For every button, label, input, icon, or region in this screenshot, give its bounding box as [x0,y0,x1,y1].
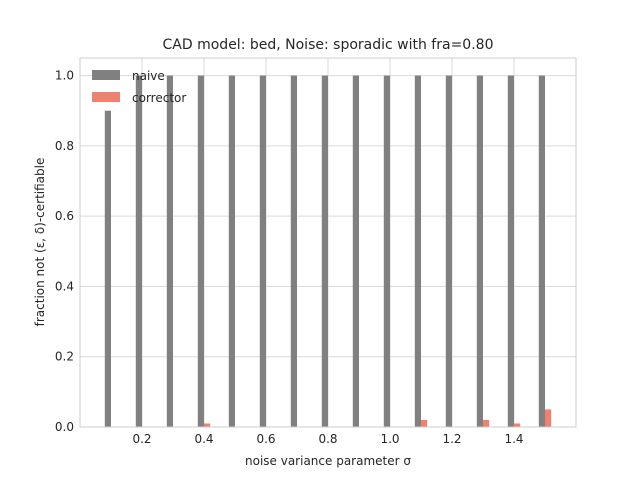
x-tick-label: 0.2 [132,432,151,446]
legend-label-naive: naive [132,69,165,83]
bar-naive [383,75,390,428]
plot-frame [79,57,577,428]
y-tick-label: 0.6 [55,209,74,223]
legend-label-corrector: corrector [132,91,186,105]
bar-naive [445,75,452,428]
legend-swatch-naive [92,70,120,80]
bar-corrector [204,423,211,427]
y-tick-label: 0.0 [55,420,74,434]
x-ticks: 0.2 0.4 0.6 0.8 1.0 1.2 1.4 [132,432,523,446]
bar-naive [166,75,173,428]
bar-naive [259,75,266,428]
bar-corrector [545,409,552,427]
bar-naive [321,75,328,428]
y-tick-label: 0.8 [55,139,74,153]
bars [104,75,552,428]
bar-naive [290,75,297,428]
bar-corrector [421,419,428,427]
bar-naive [104,110,111,427]
y-tick-label: 0.4 [55,279,74,293]
bar-naive [507,75,514,428]
bar-naive [352,75,359,428]
x-tick-label: 1.0 [380,432,399,446]
legend-swatch-corrector [92,92,120,102]
y-axis-label: fraction not (ε, δ)-certifiable [33,158,47,327]
x-tick-label: 0.4 [194,432,213,446]
x-axis-label: noise variance parameter σ [245,454,411,468]
x-tick-label: 1.4 [504,432,523,446]
bar-naive [538,75,545,428]
chart-title: CAD model: bed, Noise: sporadic with fra… [163,37,494,53]
bar-naive [476,75,483,428]
bar-naive [135,75,142,428]
y-tick-label: 1.0 [55,69,74,83]
legend: naive corrector [92,69,186,105]
y-tick-label: 0.2 [55,350,74,364]
bar-naive [197,75,204,428]
x-tick-label: 1.2 [442,432,461,446]
bar-corrector [514,423,521,427]
y-ticks: 0.0 0.2 0.4 0.6 0.8 1.0 [55,69,74,434]
bar-naive [414,75,421,428]
x-tick-label: 0.8 [318,432,337,446]
x-tick-label: 0.6 [256,432,275,446]
bar-naive [228,75,235,428]
bar-corrector [483,419,490,427]
